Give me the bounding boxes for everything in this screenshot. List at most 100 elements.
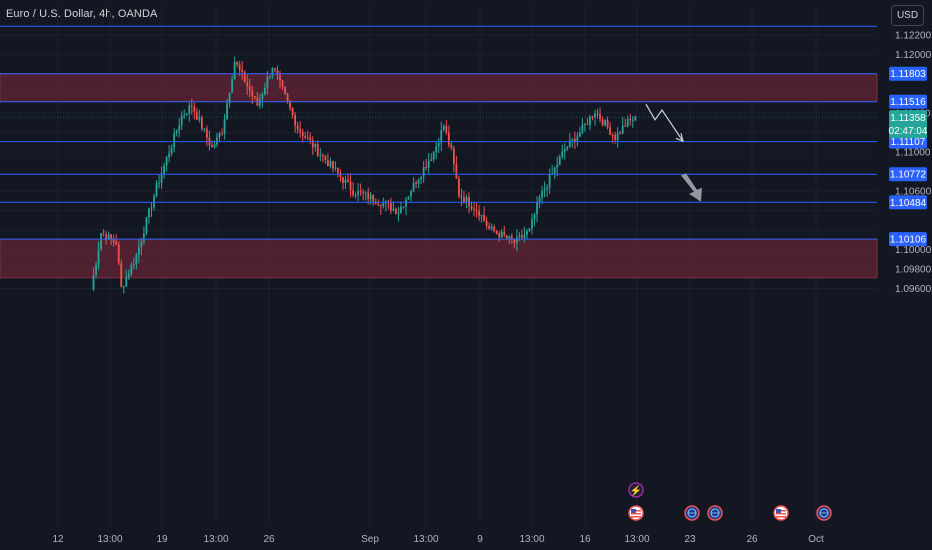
candle [364, 191, 367, 201]
level-label: 1.10484 [890, 198, 927, 209]
candle [531, 213, 533, 235]
candle [344, 176, 347, 189]
candle-body [367, 192, 370, 200]
candle [148, 207, 150, 224]
candle [170, 144, 173, 157]
price-axis: 1.11803 1.11516 1.11107 1.10772 1.10484 1.101… [889, 31, 932, 296]
candle [316, 140, 319, 158]
candle [405, 196, 407, 216]
time-tick-label: 26 [263, 534, 275, 545]
candle-body [606, 120, 609, 128]
candle [359, 183, 362, 196]
candle [206, 125, 208, 147]
candle [291, 107, 294, 119]
candle-body [261, 94, 264, 100]
candle-body [195, 111, 198, 120]
candle [546, 184, 549, 198]
candle-body [92, 274, 95, 290]
candle [503, 225, 506, 237]
candle [112, 234, 115, 247]
candle-body [412, 182, 415, 192]
candle-body [97, 249, 100, 265]
candle [563, 143, 566, 160]
candle [619, 130, 622, 135]
candle-body [498, 233, 501, 238]
candle-body [226, 103, 228, 120]
candle-body [168, 153, 171, 158]
candle-body [382, 203, 385, 207]
zigzag-arrow [645, 103, 684, 142]
candle-body [243, 71, 246, 83]
candle-body [170, 147, 173, 154]
candle-body [150, 207, 153, 209]
candle [536, 196, 538, 223]
candle-body [601, 119, 604, 126]
candle-body [405, 199, 407, 207]
candle [324, 154, 327, 164]
candle-body [137, 246, 140, 255]
candle-body [276, 70, 279, 76]
currency-button[interactable]: USD [891, 5, 924, 26]
candle-body [324, 155, 327, 161]
candle [367, 187, 370, 205]
candle-body [296, 125, 299, 130]
flag-canton [776, 509, 781, 513]
candle-body [213, 144, 216, 148]
candle [402, 206, 405, 209]
candle-body [175, 130, 178, 134]
candle-body [309, 137, 312, 141]
candle-body [198, 117, 201, 120]
time-tick-label: 13:00 [624, 534, 649, 545]
candle [473, 201, 475, 217]
candle [200, 115, 203, 132]
candle-body [347, 179, 349, 182]
time-tick-label: Oct [808, 534, 824, 545]
candle [395, 207, 397, 215]
candle-body [634, 116, 637, 120]
candle [573, 131, 576, 149]
candle [553, 166, 556, 180]
candle-body [460, 195, 463, 198]
candle-body [233, 62, 236, 80]
candle [352, 182, 354, 198]
candle-body [490, 226, 493, 229]
candle-body [447, 132, 450, 145]
candle [581, 118, 584, 135]
level-label-bg [889, 195, 927, 210]
candle [420, 176, 423, 185]
drawings [645, 103, 702, 202]
candle-body [236, 62, 239, 65]
candle-body [556, 164, 559, 168]
candle-body [629, 119, 632, 121]
candle [100, 232, 102, 251]
candle [354, 192, 357, 199]
candle [223, 113, 226, 140]
candle [430, 153, 433, 162]
candle-body [117, 244, 120, 264]
level-lines [0, 25, 877, 240]
us-flag-event-icon [628, 505, 644, 521]
candle-body [510, 236, 513, 240]
candle [634, 115, 637, 122]
candle-body [326, 160, 329, 166]
candle [185, 112, 188, 116]
countdown-label: 02:47:04 [889, 126, 928, 137]
candle-body [561, 151, 564, 157]
candle [543, 181, 546, 198]
candle [342, 176, 344, 190]
candle-body [291, 107, 294, 115]
candle-body [304, 135, 307, 138]
event-markers: ⚡ [628, 482, 832, 521]
candle [432, 151, 435, 163]
candle [150, 202, 153, 218]
candle [427, 153, 430, 174]
candle-body [339, 173, 342, 177]
candle-body [420, 176, 423, 180]
candle-body [500, 231, 503, 238]
candle [238, 60, 241, 76]
candle [193, 102, 196, 120]
candle-body [566, 146, 569, 150]
candle-body [548, 174, 551, 188]
candle [301, 128, 304, 143]
